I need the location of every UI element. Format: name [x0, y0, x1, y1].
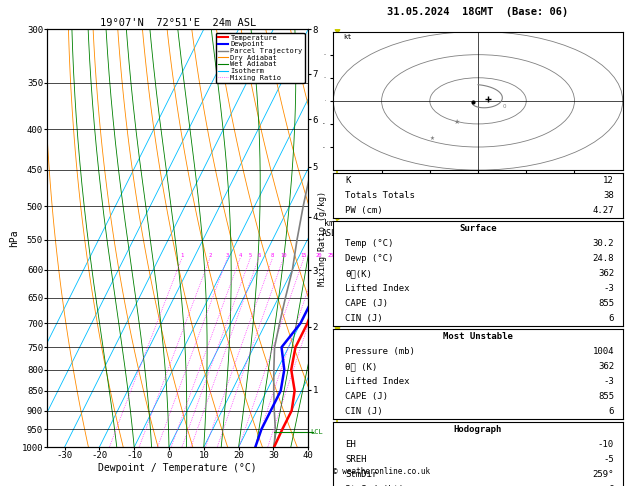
- Text: Surface: Surface: [459, 224, 497, 233]
- Text: Dewp (°C): Dewp (°C): [345, 254, 393, 263]
- Text: Lifted Index: Lifted Index: [345, 377, 409, 386]
- Text: 362: 362: [598, 269, 614, 278]
- Title: 19°07'N  72°51'E  24m ASL: 19°07'N 72°51'E 24m ASL: [99, 18, 256, 28]
- Text: 30.2: 30.2: [593, 239, 614, 248]
- Text: -3: -3: [603, 377, 614, 386]
- Text: 6: 6: [609, 314, 614, 323]
- Text: -10: -10: [598, 440, 614, 449]
- Text: kt: kt: [343, 34, 352, 39]
- Legend: Temperature, Dewpoint, Parcel Trajectory, Dry Adiabat, Wet Adiabat, Isotherm, Mi: Temperature, Dewpoint, Parcel Trajectory…: [216, 33, 304, 83]
- Text: StmSpd (kt): StmSpd (kt): [345, 485, 404, 486]
- Text: K: K: [345, 176, 350, 185]
- Text: θᴇ (K): θᴇ (K): [345, 362, 377, 371]
- Text: 12: 12: [603, 176, 614, 185]
- Y-axis label: hPa: hPa: [9, 229, 19, 247]
- Text: © weatheronline.co.uk: © weatheronline.co.uk: [333, 467, 430, 476]
- Text: 4.27: 4.27: [593, 206, 614, 215]
- Text: 20: 20: [316, 253, 322, 258]
- Text: 6: 6: [257, 253, 260, 258]
- Text: 25: 25: [328, 253, 334, 258]
- Text: ★: ★: [430, 136, 435, 141]
- Text: -3: -3: [603, 284, 614, 293]
- Text: 4: 4: [238, 253, 242, 258]
- Text: ★: ★: [454, 119, 460, 125]
- Text: 2: 2: [208, 253, 211, 258]
- Text: CIN (J): CIN (J): [345, 407, 382, 416]
- Text: 6: 6: [609, 485, 614, 486]
- Text: Pressure (mb): Pressure (mb): [345, 347, 415, 356]
- Text: StmDir: StmDir: [345, 470, 377, 479]
- Text: Totals Totals: Totals Totals: [345, 191, 415, 200]
- Text: 0: 0: [502, 104, 506, 109]
- Text: 1: 1: [181, 253, 184, 258]
- Text: 855: 855: [598, 299, 614, 308]
- Text: 38: 38: [603, 191, 614, 200]
- Text: CIN (J): CIN (J): [345, 314, 382, 323]
- Text: -5: -5: [603, 455, 614, 464]
- Text: θᴇ(K): θᴇ(K): [345, 269, 372, 278]
- Text: 1004: 1004: [593, 347, 614, 356]
- Text: CAPE (J): CAPE (J): [345, 299, 388, 308]
- Text: Most Unstable: Most Unstable: [443, 332, 513, 341]
- Text: 362: 362: [598, 362, 614, 371]
- Text: 10: 10: [280, 253, 287, 258]
- Text: SREH: SREH: [345, 455, 367, 464]
- Text: EH: EH: [345, 440, 355, 449]
- Text: 855: 855: [598, 392, 614, 401]
- Text: 5: 5: [248, 253, 252, 258]
- Text: 3: 3: [226, 253, 229, 258]
- Text: 15: 15: [301, 253, 307, 258]
- Text: 24.8: 24.8: [593, 254, 614, 263]
- Text: Mixing Ratio (g/kg): Mixing Ratio (g/kg): [318, 191, 326, 286]
- Text: 31.05.2024  18GMT  (Base: 06): 31.05.2024 18GMT (Base: 06): [387, 7, 569, 17]
- Text: 6: 6: [609, 407, 614, 416]
- Text: LCL: LCL: [310, 429, 323, 435]
- Text: Hodograph: Hodograph: [454, 425, 502, 434]
- Text: Lifted Index: Lifted Index: [345, 284, 409, 293]
- Y-axis label: km
ASL: km ASL: [321, 219, 337, 238]
- X-axis label: Dewpoint / Temperature (°C): Dewpoint / Temperature (°C): [98, 463, 257, 473]
- Text: 259°: 259°: [593, 470, 614, 479]
- Text: 8: 8: [271, 253, 274, 258]
- Text: Temp (°C): Temp (°C): [345, 239, 393, 248]
- Text: PW (cm): PW (cm): [345, 206, 382, 215]
- Text: CAPE (J): CAPE (J): [345, 392, 388, 401]
